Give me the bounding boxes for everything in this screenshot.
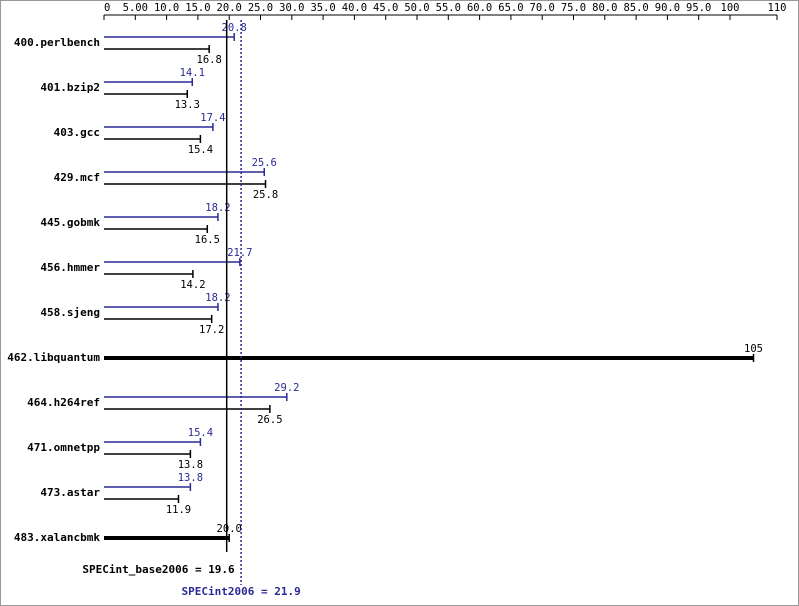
x-tick-label: 0 (104, 2, 110, 14)
value-label: 20.8 (222, 22, 247, 34)
category-label: 456.hmmer (40, 261, 100, 274)
value-label: 25.6 (252, 157, 277, 169)
category-label: 400.perlbench (14, 36, 100, 49)
value-label: 14.2 (180, 279, 205, 291)
category-label: 429.mcf (54, 171, 100, 184)
x-tick-label: 55.0 (436, 2, 461, 14)
value-label: 16.5 (195, 234, 220, 246)
category-label: 473.astar (40, 486, 100, 499)
x-tick-label: 25.0 (248, 2, 273, 14)
x-tick-label: 80.0 (592, 2, 617, 14)
value-label: 15.4 (188, 427, 213, 439)
category-label: 483.xalancbmk (14, 531, 100, 544)
category-label: 471.omnetpp (27, 441, 100, 454)
value-label: 14.1 (180, 67, 205, 79)
x-tick-label: 35.0 (310, 2, 335, 14)
value-label: 21.7 (227, 247, 252, 259)
value-label: 13.8 (178, 459, 203, 471)
value-label: 17.4 (200, 112, 225, 124)
x-tick-label: 10.0 (154, 2, 179, 14)
x-tick-label: 40.0 (342, 2, 367, 14)
category-label: 403.gcc (54, 126, 100, 139)
x-tick-label: 110 (768, 2, 787, 14)
x-tick-label: 65.0 (498, 2, 523, 14)
category-label: 458.sjeng (40, 306, 100, 319)
x-tick-label: 20.0 (217, 2, 242, 14)
x-tick-label: 75.0 (561, 2, 586, 14)
value-label: 18.2 (205, 202, 230, 214)
x-tick-label: 5.00 (123, 2, 148, 14)
category-label: 445.gobmk (40, 216, 100, 229)
x-tick-label: 100 (721, 2, 740, 14)
value-label: 13.8 (178, 472, 203, 484)
value-label: 16.8 (197, 54, 222, 66)
value-label: 18.2 (205, 292, 230, 304)
x-tick-label: 60.0 (467, 2, 492, 14)
category-label: 462.libquantum (7, 351, 100, 364)
base-mean-label: SPECint_base2006 = 19.6 (82, 563, 235, 576)
x-tick-label: 95.0 (686, 2, 711, 14)
value-label: 15.4 (188, 144, 213, 156)
peak-mean-label: SPECint2006 = 21.9 (181, 585, 300, 598)
x-tick-label: 15.0 (185, 2, 210, 14)
value-label: 20.0 (217, 523, 242, 535)
x-tick-label: 85.0 (623, 2, 648, 14)
category-label: 464.h264ref (27, 396, 100, 409)
category-label: 401.bzip2 (40, 81, 100, 94)
x-tick-label: 30.0 (279, 2, 304, 14)
x-tick-label: 90.0 (655, 2, 680, 14)
value-label: 13.3 (175, 99, 200, 111)
value-label: 26.5 (257, 414, 282, 426)
x-tick-label: 45.0 (373, 2, 398, 14)
value-label: 11.9 (166, 504, 191, 516)
x-tick-label: 50.0 (404, 2, 429, 14)
value-label: 105 (744, 343, 763, 355)
value-label: 29.2 (274, 382, 299, 394)
value-label: 25.8 (253, 189, 278, 201)
x-tick-label: 70.0 (530, 2, 555, 14)
value-label: 17.2 (199, 324, 224, 336)
